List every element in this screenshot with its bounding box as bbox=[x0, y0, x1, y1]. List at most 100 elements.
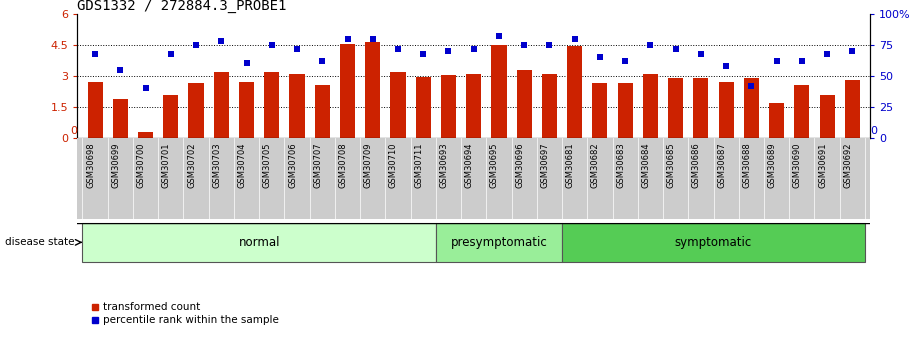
Text: GSM30690: GSM30690 bbox=[793, 142, 802, 188]
Point bbox=[189, 42, 203, 48]
Bar bbox=[290, 74, 304, 138]
Point bbox=[290, 46, 304, 51]
Point bbox=[340, 36, 354, 41]
Bar bbox=[618, 83, 633, 138]
Bar bbox=[441, 75, 456, 138]
Text: GSM30695: GSM30695 bbox=[490, 142, 499, 188]
Bar bbox=[568, 46, 582, 138]
Text: disease state: disease state bbox=[5, 237, 74, 247]
Bar bbox=[391, 72, 405, 138]
Text: GSM30686: GSM30686 bbox=[691, 142, 701, 188]
Text: normal: normal bbox=[239, 236, 280, 249]
Text: GSM30704: GSM30704 bbox=[238, 142, 247, 188]
Bar bbox=[138, 132, 153, 138]
Bar bbox=[239, 82, 254, 138]
Point bbox=[214, 38, 229, 44]
Bar bbox=[743, 78, 759, 138]
Text: GSM30701: GSM30701 bbox=[162, 142, 171, 188]
Text: symptomatic: symptomatic bbox=[675, 236, 752, 249]
Text: GSM30691: GSM30691 bbox=[818, 142, 827, 188]
Text: GSM30710: GSM30710 bbox=[389, 142, 398, 188]
Text: GSM30682: GSM30682 bbox=[591, 142, 600, 188]
Point bbox=[618, 58, 632, 64]
Point bbox=[416, 51, 431, 56]
Bar bbox=[844, 80, 860, 138]
Bar bbox=[314, 85, 330, 138]
Point bbox=[264, 42, 279, 48]
Text: GSM30696: GSM30696 bbox=[516, 142, 524, 188]
Text: GSM30681: GSM30681 bbox=[566, 142, 575, 188]
Point bbox=[719, 63, 733, 69]
Text: GSM30697: GSM30697 bbox=[540, 142, 549, 188]
Point bbox=[441, 48, 456, 54]
Text: GSM30698: GSM30698 bbox=[87, 142, 95, 188]
Bar bbox=[466, 74, 481, 138]
Text: GSM30683: GSM30683 bbox=[616, 142, 625, 188]
Point bbox=[845, 48, 860, 54]
Text: GSM30694: GSM30694 bbox=[465, 142, 474, 188]
Bar bbox=[592, 83, 608, 138]
Text: GSM30699: GSM30699 bbox=[111, 142, 120, 188]
Text: GSM30693: GSM30693 bbox=[439, 142, 448, 188]
Text: GSM30706: GSM30706 bbox=[288, 142, 297, 188]
Bar bbox=[340, 44, 355, 138]
Point bbox=[769, 58, 783, 64]
Text: GSM30711: GSM30711 bbox=[415, 142, 424, 188]
Point bbox=[113, 67, 128, 72]
Text: GSM30689: GSM30689 bbox=[768, 142, 776, 188]
Point bbox=[568, 36, 582, 41]
Text: 0: 0 bbox=[871, 126, 877, 136]
Text: GSM30687: GSM30687 bbox=[717, 142, 726, 188]
Bar bbox=[820, 95, 834, 138]
Bar bbox=[189, 83, 204, 138]
Point bbox=[315, 58, 330, 64]
Text: GSM30705: GSM30705 bbox=[262, 142, 271, 188]
Point bbox=[744, 83, 759, 89]
Bar bbox=[87, 82, 103, 138]
Bar bbox=[643, 74, 658, 138]
Bar bbox=[719, 82, 733, 138]
Text: GDS1332 / 272884.3_PROBE1: GDS1332 / 272884.3_PROBE1 bbox=[77, 0, 287, 13]
Bar bbox=[794, 85, 810, 138]
Text: GSM30685: GSM30685 bbox=[667, 142, 676, 188]
Text: GSM30684: GSM30684 bbox=[641, 142, 650, 188]
Bar bbox=[365, 42, 380, 138]
Text: GSM30702: GSM30702 bbox=[187, 142, 196, 188]
Point bbox=[492, 33, 507, 39]
Text: GSM30688: GSM30688 bbox=[742, 142, 752, 188]
Bar bbox=[415, 77, 431, 138]
Bar bbox=[435, 223, 562, 262]
Bar bbox=[113, 99, 128, 138]
Point bbox=[669, 46, 683, 51]
Bar bbox=[214, 72, 229, 138]
Text: GSM30709: GSM30709 bbox=[363, 142, 373, 188]
Point bbox=[164, 51, 179, 56]
Text: presymptomatic: presymptomatic bbox=[451, 236, 548, 249]
Point bbox=[240, 61, 254, 66]
Bar bbox=[517, 70, 532, 138]
Bar bbox=[163, 95, 179, 138]
Point bbox=[693, 51, 708, 56]
Point bbox=[138, 86, 153, 91]
Point bbox=[542, 42, 557, 48]
Bar bbox=[668, 78, 683, 138]
Text: GSM30703: GSM30703 bbox=[212, 142, 221, 188]
Point bbox=[87, 51, 102, 56]
Point bbox=[593, 55, 608, 60]
Bar bbox=[562, 223, 865, 262]
Bar bbox=[83, 223, 435, 262]
Point bbox=[820, 51, 834, 56]
Point bbox=[643, 42, 658, 48]
Point bbox=[365, 36, 380, 41]
Bar bbox=[264, 72, 280, 138]
Bar bbox=[542, 74, 557, 138]
Text: GSM30692: GSM30692 bbox=[844, 142, 853, 188]
Legend: transformed count, percentile rank within the sample: transformed count, percentile rank withi… bbox=[87, 298, 282, 329]
Bar bbox=[693, 78, 709, 138]
Text: GSM30708: GSM30708 bbox=[339, 142, 347, 188]
Point bbox=[794, 58, 809, 64]
Point bbox=[517, 42, 531, 48]
Bar bbox=[769, 103, 784, 138]
Text: GSM30707: GSM30707 bbox=[313, 142, 322, 188]
Text: GSM30700: GSM30700 bbox=[137, 142, 146, 188]
